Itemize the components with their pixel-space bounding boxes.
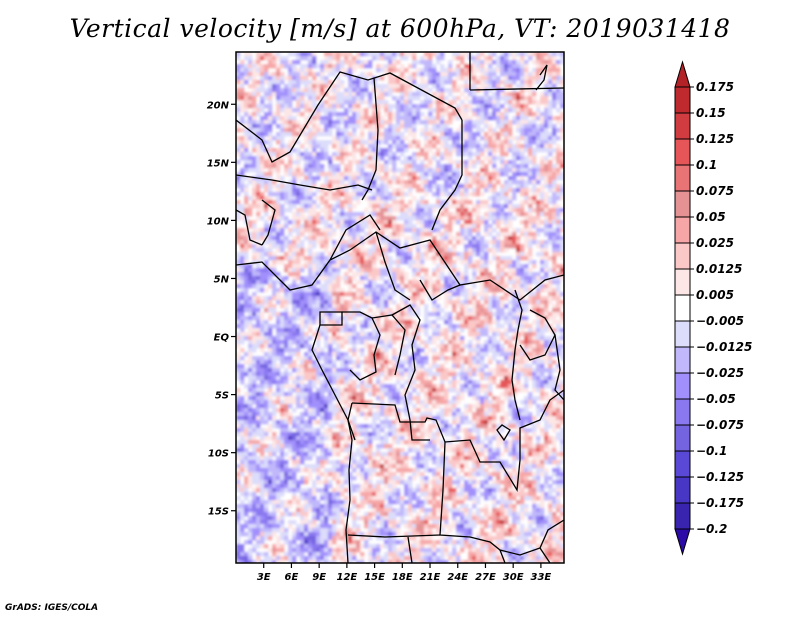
colorbar-label: 0.075: [696, 184, 734, 198]
colorbar-box: [674, 216, 691, 244]
colorbar-box: [674, 242, 691, 270]
border-line: [539, 547, 551, 563]
colorbar-box: [674, 450, 691, 478]
colorbar-label: 0.1: [696, 158, 717, 172]
colorbar-label: 0.0125: [696, 262, 742, 276]
y-tick-label: 15S: [208, 507, 229, 518]
y-tick-label: 5S: [215, 391, 229, 402]
y-axis: 20N 15N 10N 5N EQ 5S 10S 15S: [207, 100, 236, 518]
colorbar-label: −0.025: [696, 366, 744, 380]
colorbar-label: −0.05: [696, 392, 736, 406]
x-tick-label: 18E: [392, 572, 413, 583]
border-line: [407, 536, 413, 563]
x-tick-label: 21E: [420, 572, 441, 583]
map-frame: [235, 51, 565, 564]
colorbar-label: 0.025: [696, 236, 734, 250]
colorbar-box: [674, 86, 691, 114]
border-line: [345, 402, 353, 563]
colorbar-label: −0.125: [696, 470, 744, 484]
x-tick-label: 27E: [475, 572, 496, 583]
colorbar-box: [674, 502, 691, 530]
colorbar-label: −0.0125: [696, 340, 752, 354]
border-line: [361, 77, 379, 201]
colorbar-label: −0.2: [696, 522, 727, 536]
colorbar-label: 0.175: [696, 80, 734, 94]
colorbar-box: [674, 138, 691, 166]
border-line: [469, 87, 564, 91]
x-tick-label: 33E: [531, 572, 552, 583]
border-line: [391, 304, 430, 441]
border-line: [236, 174, 373, 191]
colorbar-box: [674, 164, 691, 192]
border-line: [236, 231, 564, 301]
border-line: [499, 549, 506, 563]
border-line: [261, 199, 276, 246]
colorbar-box: [674, 424, 691, 452]
border-line: [535, 64, 548, 91]
colorbar-box: [674, 320, 691, 348]
y-tick-label: EQ: [214, 333, 230, 344]
x-tick-label: 6E: [285, 572, 299, 583]
colorbar-box: [674, 476, 691, 504]
y-tick-label: 10N: [207, 216, 230, 227]
colorbar-over-triangle: [674, 60, 691, 88]
x-tick-label: 30E: [503, 572, 524, 583]
colorbar-label: 0.15: [696, 106, 726, 120]
country-borders: [236, 52, 564, 563]
colorbar-label: 0.005: [696, 288, 734, 302]
colorbar-label: −0.005: [696, 314, 744, 328]
border-line: [342, 311, 381, 381]
colorbar-label: 0.125: [696, 132, 734, 146]
x-tick-label: 9E: [312, 572, 326, 583]
grads-credit: GrADS: IGES/COLA: [5, 603, 99, 613]
border-line: [431, 120, 463, 231]
border-line: [319, 311, 343, 326]
colorbar-label: −0.075: [696, 418, 744, 432]
border-line: [351, 389, 564, 492]
border-line: [375, 231, 411, 301]
velocity-field: [236, 52, 564, 563]
border-line: [371, 314, 406, 376]
chart-title: Vertical velocity [m/s] at 600hPa, VT: 2…: [69, 14, 731, 43]
border-line: [496, 424, 511, 442]
border-line: [347, 534, 441, 538]
colorbar-label: 0.05: [696, 210, 726, 224]
y-tick-label: 5N: [214, 274, 230, 285]
border-line: [236, 209, 263, 246]
border-line: [439, 441, 564, 556]
colorbar-box: [674, 372, 691, 400]
colorbar-box: [674, 398, 691, 426]
border-line: [554, 334, 564, 401]
colorbar-box: [674, 112, 691, 140]
colorbar-box: [674, 268, 691, 296]
y-tick-label: 15N: [207, 158, 230, 169]
border-line: [511, 289, 523, 421]
x-tick-label: 24E: [447, 572, 468, 583]
border-line: [419, 279, 461, 301]
colorbar-box: [674, 294, 691, 322]
colorbar-box: [674, 190, 691, 218]
y-tick-label: 20N: [207, 100, 230, 111]
border-line: [329, 214, 381, 261]
x-axis: 3E 6E 9E 12E 15E 18E 21E 24E 27E 30E 33E: [257, 563, 552, 583]
colorbar-label: −0.175: [696, 496, 744, 510]
x-tick-label: 3E: [257, 572, 271, 583]
colorbar: 0.175 0.15 0.125 0.1 0.075 0.05 0.025 0.0125 0.0…: [674, 60, 752, 556]
colorbar-under-triangle: [674, 528, 691, 556]
x-tick-label: 15E: [364, 572, 385, 583]
border-line: [236, 71, 463, 163]
x-tick-label: 12E: [336, 572, 357, 583]
colorbar-label: −0.1: [696, 444, 727, 458]
colorbar-box: [674, 346, 691, 374]
border-line: [519, 309, 556, 361]
y-tick-label: 10S: [208, 449, 229, 460]
